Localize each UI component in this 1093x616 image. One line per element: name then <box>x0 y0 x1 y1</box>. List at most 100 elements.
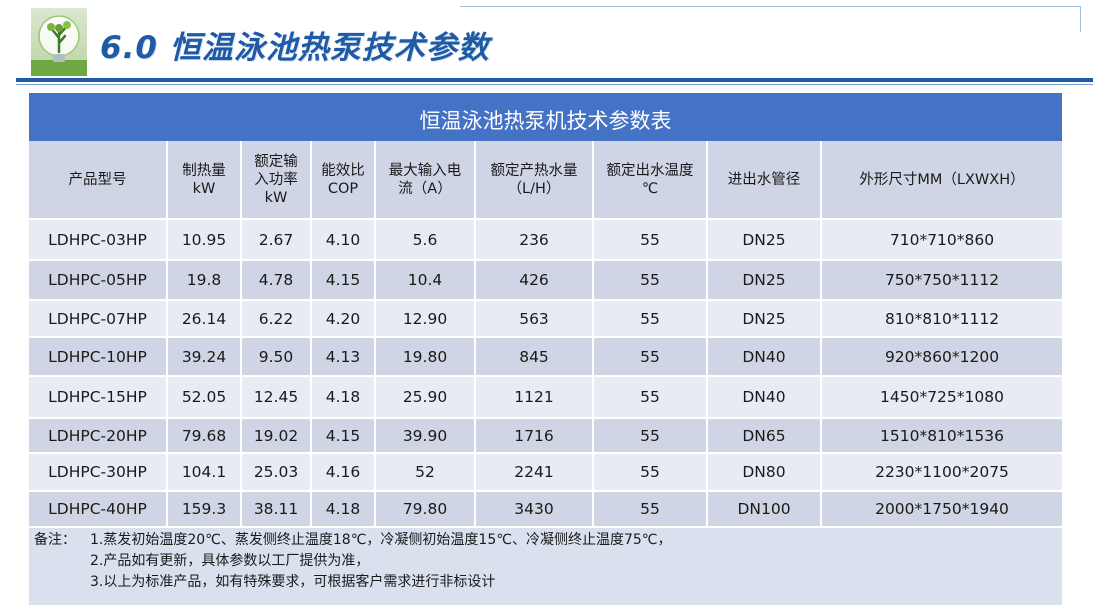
table-cell: 1510*810*1536 <box>822 419 1062 454</box>
table-cell: 4.10 <box>312 220 376 261</box>
table-cell: 4.20 <box>312 301 376 338</box>
table-cell: 52.05 <box>168 377 242 419</box>
column-header: 进出水管径 <box>708 141 822 220</box>
table-cell: 4.15 <box>312 419 376 454</box>
table-cell: LDHPC-03HP <box>29 220 168 261</box>
table-row: LDHPC-20HP 79.68 19.02 4.15 39.90 1716 55 DN65 1… <box>29 419 1062 454</box>
lightbulb-logo-icon <box>31 8 87 76</box>
note-line-2: 2.产品如有更新，具体参数以工厂提供为准， <box>90 553 370 569</box>
table-cell: 12.45 <box>242 377 312 419</box>
table-row: LDHPC-10HP 39.24 9.50 4.13 19.80 845 55 DN40 920… <box>29 338 1062 377</box>
table-cell: 810*810*1112 <box>822 301 1062 338</box>
table-header-row: 产品型号 制热量 kW 额定输 入功率 kW 能效比 COP 最大输入电 流（A） 额定产热水量 （L… <box>29 141 1062 220</box>
table-cell: 2241 <box>476 454 594 492</box>
title-divider-thin <box>16 84 1093 85</box>
table-cell: 4.13 <box>312 338 376 377</box>
note-line-3: 3.以上为标准产品，如有特殊要求，可根据客户需求进行非标设计 <box>90 574 496 590</box>
column-header: 制热量 kW <box>168 141 242 220</box>
table-cell: 55 <box>594 419 708 454</box>
table-cell: LDHPC-15HP <box>29 377 168 419</box>
table-row: LDHPC-15HP 52.05 12.45 4.18 25.90 1121 55 DN40 1… <box>29 377 1062 419</box>
table-cell: DN40 <box>708 377 822 419</box>
table-row: LDHPC-40HP 159.3 38.11 4.18 79.80 3430 55 DN100… <box>29 492 1062 528</box>
table-cell: 79.68 <box>168 419 242 454</box>
table-cell: 38.11 <box>242 492 312 528</box>
table-cell: 19.02 <box>242 419 312 454</box>
table-cell: 55 <box>594 454 708 492</box>
table-cell: 55 <box>594 492 708 528</box>
column-header: 外形尺寸MM（LXWXH） <box>822 141 1062 220</box>
table-cell: 1121 <box>476 377 594 419</box>
decorative-top-line <box>460 6 1081 7</box>
table-cell: DN25 <box>708 261 822 301</box>
table-cell: 19.8 <box>168 261 242 301</box>
table-cell: 426 <box>476 261 594 301</box>
table-cell: DN40 <box>708 338 822 377</box>
decorative-top-tick <box>1080 6 1081 32</box>
table-cell: 159.3 <box>168 492 242 528</box>
column-header: 能效比 COP <box>312 141 376 220</box>
table-cell: 563 <box>476 301 594 338</box>
table-cell: 1716 <box>476 419 594 454</box>
spec-table: 产品型号 制热量 kW 额定输 入功率 kW 能效比 COP 最大输入电 流（A） 额定产热水量 （L… <box>29 141 1062 528</box>
notes-label: 备注： <box>34 532 76 548</box>
table-cell: DN25 <box>708 301 822 338</box>
table-cell: 710*710*860 <box>822 220 1062 261</box>
table-cell: 4.15 <box>312 261 376 301</box>
table-cell: 104.1 <box>168 454 242 492</box>
table-cell: 10.95 <box>168 220 242 261</box>
page-title: 6.0 恒温泳池热泵技术参数 <box>100 30 490 66</box>
table-cell: LDHPC-07HP <box>29 301 168 338</box>
note-line-1: 1.蒸发初始温度20℃、蒸发侧终止温度18℃，冷凝侧初始温度15℃、冷凝侧终止温… <box>90 532 672 548</box>
table-cell: 2000*1750*1940 <box>822 492 1062 528</box>
table-cell: 12.90 <box>376 301 476 338</box>
table-row: LDHPC-30HP 104.1 25.03 4.16 52 2241 55 DN80 2230… <box>29 454 1062 492</box>
table-row: LDHPC-03HP 10.95 2.67 4.10 5.6 236 55 DN25 710*7… <box>29 220 1062 261</box>
table-cell: 55 <box>594 377 708 419</box>
table-cell: 25.03 <box>242 454 312 492</box>
table-cell: 236 <box>476 220 594 261</box>
table-cell: LDHPC-05HP <box>29 261 168 301</box>
title-divider <box>16 78 1093 82</box>
table-cell: 9.50 <box>242 338 312 377</box>
notes-section: 备注： 1.蒸发初始温度20℃、蒸发侧终止温度18℃，冷凝侧初始温度15℃、冷凝… <box>29 530 1062 593</box>
table-cell: DN80 <box>708 454 822 492</box>
table-cell: 26.14 <box>168 301 242 338</box>
column-header: 最大输入电 流（A） <box>376 141 476 220</box>
column-header: 产品型号 <box>29 141 168 220</box>
table-cell: 39.90 <box>376 419 476 454</box>
table-cell: 1450*725*1080 <box>822 377 1062 419</box>
table-cell: 845 <box>476 338 594 377</box>
table-cell: 4.18 <box>312 492 376 528</box>
table-cell: 4.18 <box>312 377 376 419</box>
table-cell: LDHPC-30HP <box>29 454 168 492</box>
table-cell: 4.78 <box>242 261 312 301</box>
table-cell: 55 <box>594 338 708 377</box>
table-cell: 4.16 <box>312 454 376 492</box>
table-cell: 2230*1100*2075 <box>822 454 1062 492</box>
table-cell: DN25 <box>708 220 822 261</box>
table-cell: 55 <box>594 220 708 261</box>
column-header: 额定产热水量 （L/H） <box>476 141 594 220</box>
column-header: 额定出水温度 ℃ <box>594 141 708 220</box>
table-cell: 79.80 <box>376 492 476 528</box>
table-cell: LDHPC-10HP <box>29 338 168 377</box>
table-cell: LDHPC-20HP <box>29 419 168 454</box>
table-row: LDHPC-07HP 26.14 6.22 4.20 12.90 563 55 DN25 810… <box>29 301 1062 338</box>
table-cell: 55 <box>594 261 708 301</box>
table-cell: 6.22 <box>242 301 312 338</box>
table-cell: 52 <box>376 454 476 492</box>
table-cell: DN100 <box>708 492 822 528</box>
table-cell: 25.90 <box>376 377 476 419</box>
table-cell: 39.24 <box>168 338 242 377</box>
table-cell: DN65 <box>708 419 822 454</box>
table-body: LDHPC-03HP 10.95 2.67 4.10 5.6 236 55 DN25 710*7… <box>29 220 1062 528</box>
table-title: 恒温泳池热泵机技术参数表 <box>29 93 1062 141</box>
table-cell: 19.80 <box>376 338 476 377</box>
table-cell: 750*750*1112 <box>822 261 1062 301</box>
table-cell: 5.6 <box>376 220 476 261</box>
table-cell: 3430 <box>476 492 594 528</box>
spec-table-panel: 恒温泳池热泵机技术参数表 产品型号 制热量 kW 额定输 入功率 kW 能效比 COP 最大输入… <box>29 93 1062 605</box>
table-cell: 920*860*1200 <box>822 338 1062 377</box>
column-header: 额定输 入功率 kW <box>242 141 312 220</box>
